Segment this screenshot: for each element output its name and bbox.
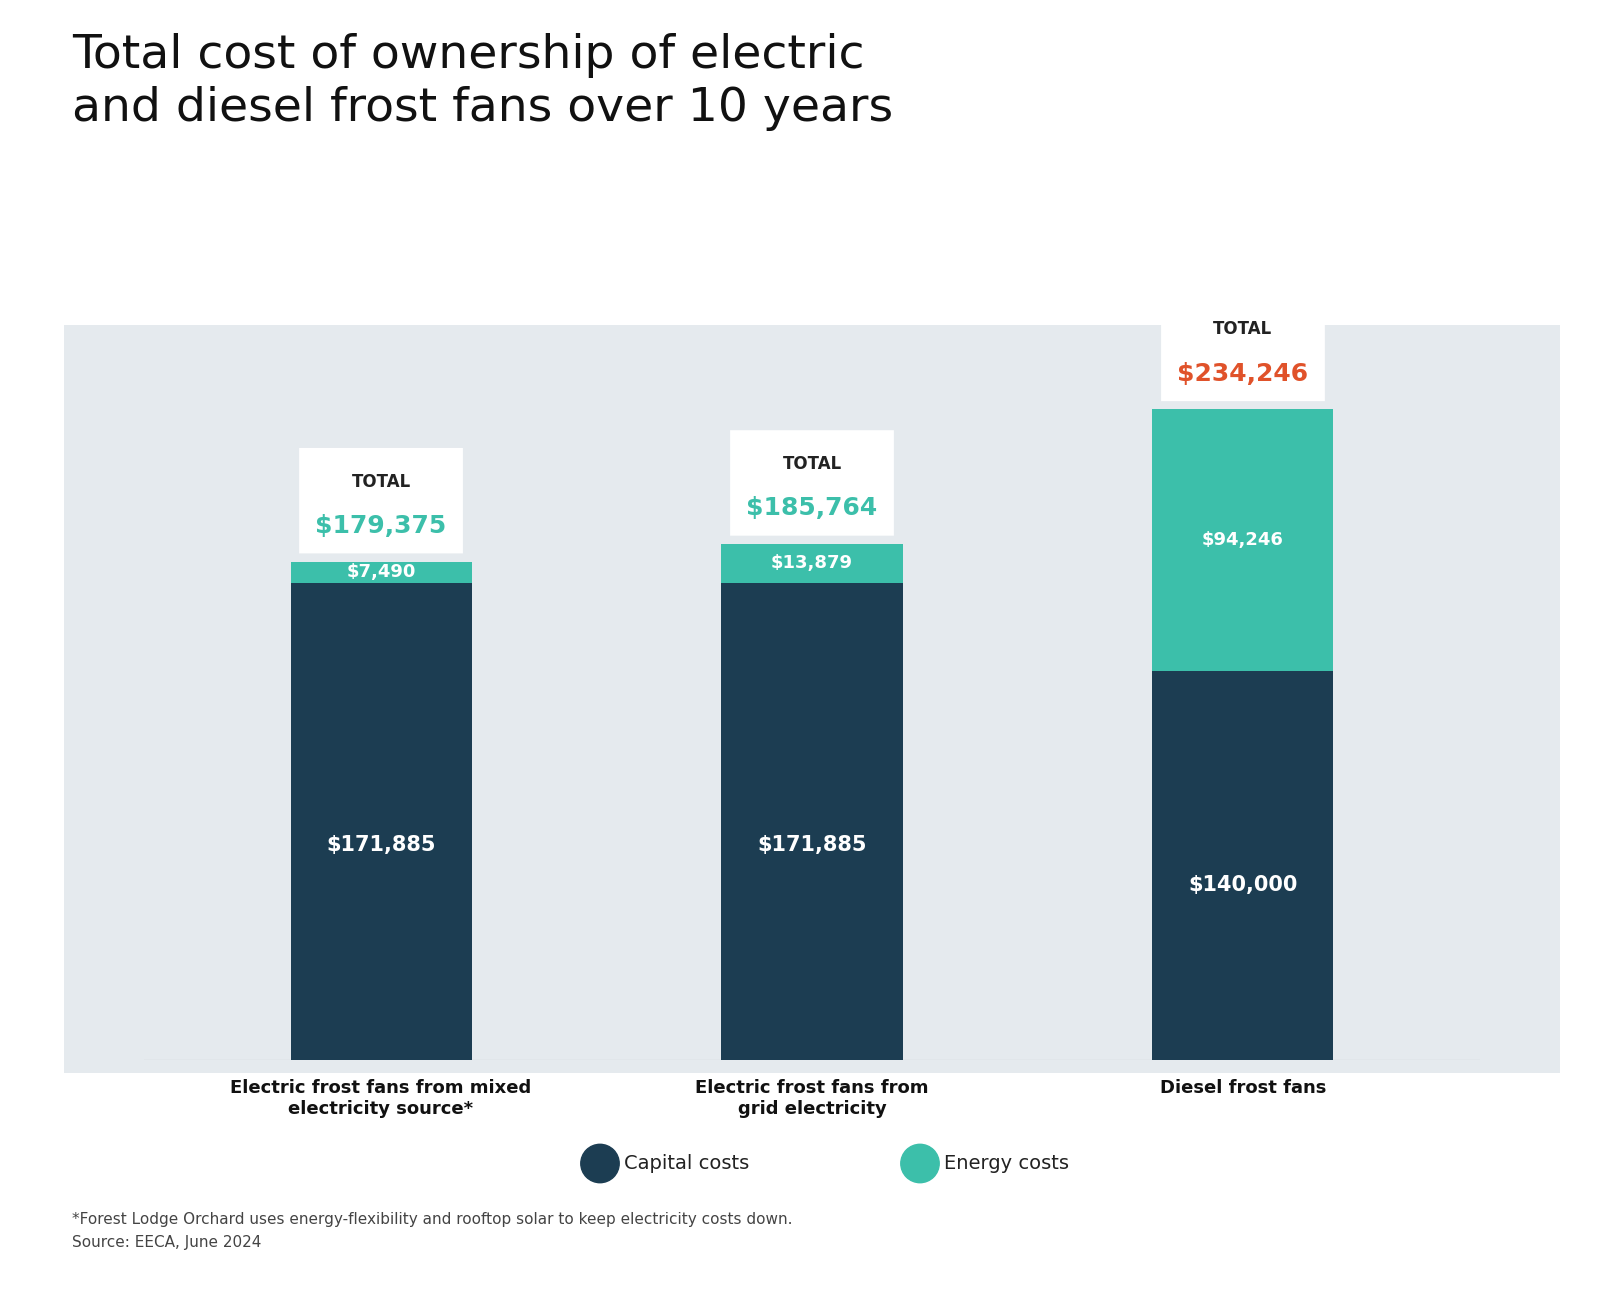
Text: $13,879: $13,879 xyxy=(771,554,853,572)
Text: $140,000: $140,000 xyxy=(1189,875,1298,894)
Text: Source: EECA, June 2024: Source: EECA, June 2024 xyxy=(72,1235,261,1251)
Text: $179,375: $179,375 xyxy=(315,514,446,538)
Text: TOTAL: TOTAL xyxy=(352,473,411,490)
Text: $94,246: $94,246 xyxy=(1202,532,1283,549)
Bar xyxy=(1152,410,1333,671)
Text: TOTAL: TOTAL xyxy=(1213,320,1272,338)
Bar xyxy=(291,582,472,1060)
Text: Electric frost fans from
grid electricity: Electric frost fans from grid electricit… xyxy=(696,1079,928,1118)
Text: $171,885: $171,885 xyxy=(326,835,435,855)
Ellipse shape xyxy=(581,1144,619,1183)
Bar xyxy=(291,562,472,582)
Text: Capital costs: Capital costs xyxy=(624,1154,749,1173)
Ellipse shape xyxy=(901,1144,939,1183)
Bar xyxy=(1152,671,1333,1060)
FancyBboxPatch shape xyxy=(299,448,462,554)
Text: Energy costs: Energy costs xyxy=(944,1154,1069,1173)
Text: $7,490: $7,490 xyxy=(346,563,416,581)
Text: $234,246: $234,246 xyxy=(1178,361,1309,386)
Text: Diesel frost fans: Diesel frost fans xyxy=(1160,1079,1326,1097)
Bar xyxy=(722,543,902,582)
Text: Electric frost fans from mixed
electricity source*: Electric frost fans from mixed electrici… xyxy=(230,1079,531,1118)
Text: *Forest Lodge Orchard uses energy-flexibility and rooftop solar to keep electric: *Forest Lodge Orchard uses energy-flexib… xyxy=(72,1212,792,1227)
FancyBboxPatch shape xyxy=(730,430,894,536)
Bar xyxy=(722,582,902,1060)
Text: Total cost of ownership of electric
and diesel frost fans over 10 years: Total cost of ownership of electric and … xyxy=(72,32,893,131)
FancyBboxPatch shape xyxy=(1162,295,1325,402)
Text: $171,885: $171,885 xyxy=(757,835,867,855)
Text: TOTAL: TOTAL xyxy=(782,455,842,473)
Text: $185,764: $185,764 xyxy=(746,497,878,520)
